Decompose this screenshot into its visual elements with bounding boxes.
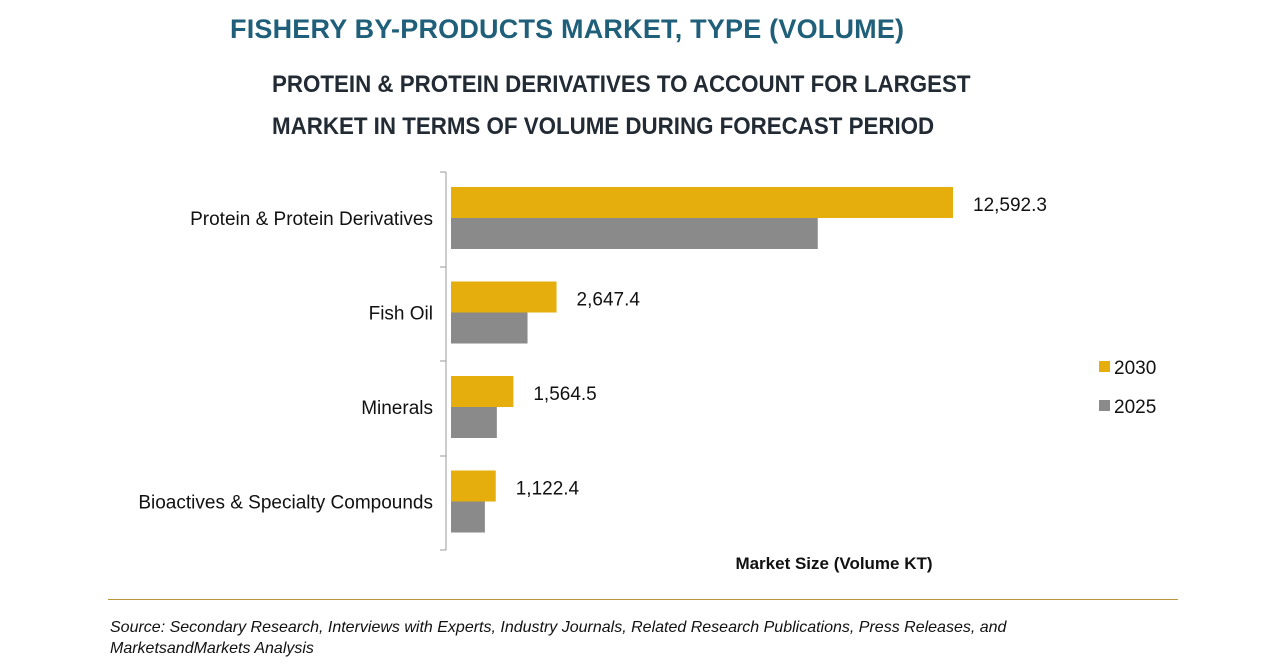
chart-subtitle: PROTEIN & PROTEIN DERIVATIVES TO ACCOUNT… xyxy=(272,71,971,140)
category-label: Protein & Protein Derivatives xyxy=(190,209,433,230)
bar-2030-2 xyxy=(451,281,557,313)
bar-2030-4 xyxy=(451,470,496,502)
bar-2025-4 xyxy=(451,501,485,533)
data-label-2030-2: 2,647.4 xyxy=(577,290,641,311)
x-axis-label: Market Size (Volume KT) xyxy=(735,554,932,573)
bar-2030-1 xyxy=(451,187,953,218)
chart-title: FISHERY BY-PRODUCTS MARKET, TYPE (VOLUME… xyxy=(230,14,905,44)
data-label-2030-4: 1,122.4 xyxy=(516,479,580,500)
bar-2025-2 xyxy=(451,312,528,344)
legend-label-2025: 2025 xyxy=(1114,397,1156,418)
category-label: Minerals xyxy=(361,398,433,419)
bar-chart: 12,592.3 Protein & Protein Derivatives 2,6… xyxy=(138,171,1156,573)
bar-2030-3 xyxy=(451,376,514,407)
data-label-2030-3: 1,564.5 xyxy=(533,384,596,405)
category-label: Fish Oil xyxy=(369,304,433,325)
source-note: Source: Secondary Research, Interviews w… xyxy=(110,619,1007,657)
bar-2025-3 xyxy=(451,407,497,438)
bar-2025-1 xyxy=(451,218,818,249)
legend-swatch-2030 xyxy=(1099,361,1110,372)
source-divider xyxy=(108,599,1178,600)
legend-swatch-2025 xyxy=(1099,400,1110,411)
data-label-2030-1: 12,592.3 xyxy=(973,195,1047,216)
legend-label-2030: 2030 xyxy=(1114,358,1156,379)
category-label: Bioactives & Specialty Compounds xyxy=(138,493,433,514)
legend: 2030 2025 xyxy=(1099,358,1156,418)
